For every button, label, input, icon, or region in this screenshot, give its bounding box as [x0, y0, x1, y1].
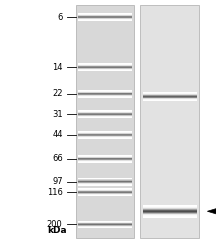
- Bar: [143, 93, 197, 94]
- Polygon shape: [207, 203, 216, 220]
- Text: 116: 116: [47, 188, 63, 197]
- Bar: [143, 205, 197, 206]
- Bar: [143, 209, 197, 210]
- Bar: [143, 207, 197, 208]
- Bar: [143, 217, 197, 218]
- Bar: [143, 96, 197, 97]
- Text: 200: 200: [47, 220, 63, 229]
- Bar: [143, 211, 197, 212]
- Bar: [143, 99, 197, 100]
- Bar: [143, 210, 197, 211]
- Bar: [143, 216, 197, 217]
- Text: kDa: kDa: [47, 226, 67, 235]
- Text: 31: 31: [52, 110, 63, 119]
- Bar: [143, 98, 197, 99]
- Bar: [143, 92, 197, 93]
- Text: 44: 44: [52, 130, 63, 139]
- Bar: [143, 206, 197, 207]
- Bar: [143, 212, 197, 213]
- Text: 22: 22: [52, 89, 63, 98]
- Text: 66: 66: [52, 154, 63, 163]
- Text: 97: 97: [52, 177, 63, 186]
- Bar: [143, 100, 197, 101]
- Text: 6: 6: [57, 12, 63, 22]
- Bar: [143, 94, 197, 95]
- Bar: [143, 95, 197, 96]
- Bar: [143, 214, 197, 215]
- Bar: [76, 5, 134, 238]
- Text: 14: 14: [52, 63, 63, 72]
- Bar: [143, 208, 197, 209]
- Bar: [143, 97, 197, 98]
- Bar: [143, 213, 197, 214]
- Bar: [143, 101, 197, 102]
- Bar: [143, 215, 197, 216]
- Bar: [140, 5, 199, 238]
